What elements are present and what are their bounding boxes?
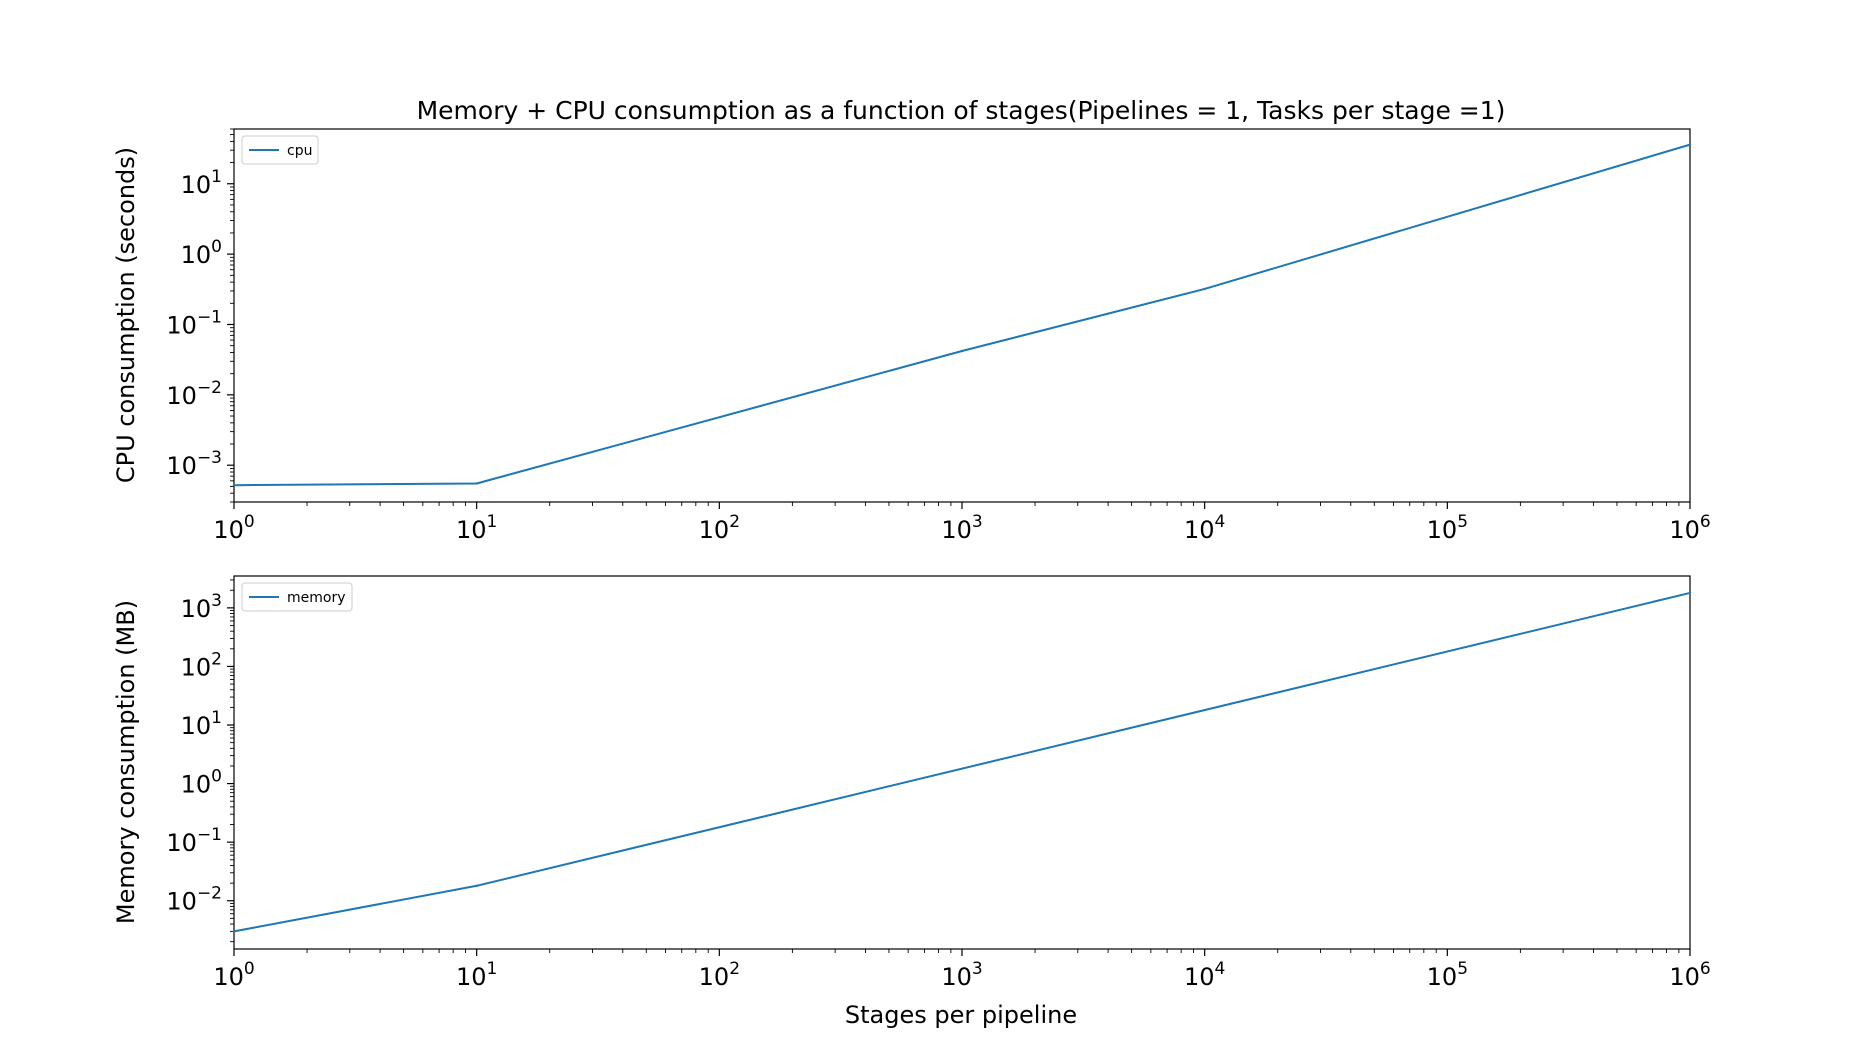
y-tick-label-exponent: 2 [211,649,222,669]
y-tick-label-exponent: 3 [211,591,222,611]
x-tick-label-base: 10 [699,963,730,991]
y-tick-label: 103 [181,591,222,623]
data-point-memory [232,930,236,933]
x-tick-label-exponent: 2 [729,512,740,532]
y-tick-label: 10−1 [166,307,222,339]
y-tick-label-exponent: −3 [197,448,222,468]
legend-label: memory [287,590,346,606]
data-point-memory [1688,591,1692,595]
data-point-cpu [1688,143,1692,146]
x-tick-label-base: 10 [1184,963,1215,991]
y-tick-label-base: 10 [166,311,197,339]
y-tick-label-base: 10 [166,888,197,916]
data-point-cpu [475,482,478,485]
y-tick-label-exponent: 1 [211,167,222,187]
x-tick-label-exponent: 6 [1700,959,1711,979]
y-tick-label: 102 [181,649,222,681]
x-tick-label: 102 [699,512,740,544]
y-tick-label: 10−2 [166,884,222,916]
y-tick-label-base: 10 [181,241,212,269]
x-tick-label: 105 [1427,959,1468,991]
y-tick-label: 101 [181,708,222,740]
data-point-cpu [232,483,236,487]
x-tick-label: 101 [456,512,497,544]
legend-label: cpu [287,143,312,159]
x-tick-label-exponent: 3 [972,512,983,532]
x-tick-label: 101 [456,959,497,991]
x-tick-label-base: 10 [1184,516,1215,544]
y-tick-label-base: 10 [181,653,212,681]
x-tick-label-exponent: 3 [972,959,983,979]
y-tick-label: 10−1 [166,825,222,857]
y-tick-label-base: 10 [181,712,212,740]
chart-title: Memory + CPU consumption as a function o… [417,96,1506,125]
y-tick-label: 10−2 [166,378,222,410]
x-tick-label: 100 [213,959,254,991]
x-tick-label: 104 [1184,512,1225,544]
x-tick-label-exponent: 4 [1215,512,1226,532]
x-tick-label-exponent: 5 [1457,959,1468,979]
x-tick-label-base: 10 [213,963,244,991]
x-tick-label-base: 10 [1427,516,1458,544]
x-tick-label-base: 10 [213,516,244,544]
legend-box [241,582,353,612]
x-tick-label-exponent: 0 [244,512,255,532]
data-point-cpu [1203,287,1206,291]
legend: cpu [241,135,319,165]
x-tick-label-exponent: 6 [1700,512,1711,532]
legend: memory [241,582,353,612]
x-tick-label-base: 10 [456,963,487,991]
y-tick-label-exponent: 1 [211,708,222,728]
x-tick-label: 106 [1669,959,1710,991]
x-tick-label-exponent: 1 [487,512,498,532]
data-point-cpu [960,349,964,353]
y-axis-label: CPU consumption (seconds) [112,147,140,483]
x-tick-label-base: 10 [1669,963,1700,991]
y-tick-label-base: 10 [166,452,197,480]
x-tick-label: 100 [213,512,254,544]
y-tick-label-exponent: −2 [197,884,222,904]
x-tick-label-base: 10 [1427,963,1458,991]
x-tick-label-exponent: 5 [1457,512,1468,532]
y-tick-label-exponent: −1 [197,307,222,327]
x-tick-label: 105 [1427,512,1468,544]
cpu-subplot: 100 101 102 103 104 105 10610−310−210−1100101C… [112,128,1711,544]
x-tick-label-exponent: 4 [1215,959,1226,979]
y-tick-label: 100 [181,237,222,269]
y-axis-label: Memory consumption (MB) [112,600,140,924]
x-tick-label: 104 [1184,959,1225,991]
x-tick-label-base: 10 [941,963,972,991]
x-tick-label-base: 10 [1669,516,1700,544]
x-tick-label: 102 [699,959,740,991]
x-tick-label: 103 [941,512,982,544]
y-tick-label-exponent: −2 [197,378,222,398]
y-tick-label-exponent: 0 [211,767,222,787]
legend-box [241,135,319,165]
x-tick-label-base: 10 [699,516,730,544]
y-tick-label-base: 10 [166,829,197,857]
y-tick-label-exponent: 0 [211,237,222,257]
memory-subplot: 100 101 102 103 104 105 10610−210−110010110210… [112,575,1711,991]
x-tick-label-exponent: 1 [487,959,498,979]
y-tick-label-base: 10 [166,382,197,410]
x-tick-label-base: 10 [456,516,487,544]
x-tick-label: 103 [941,959,982,991]
y-tick-label-base: 10 [181,171,212,199]
y-tick-label: 101 [181,167,222,199]
y-tick-label-exponent: −1 [197,825,222,845]
y-tick-label: 100 [181,767,222,799]
x-tick-label-base: 10 [941,516,972,544]
x-tick-label-exponent: 0 [244,959,255,979]
x-axis-label: Stages per pipeline [845,1001,1077,1029]
y-tick-label: 10−3 [166,448,222,480]
x-tick-label-exponent: 2 [729,959,740,979]
y-tick-label-base: 10 [181,771,212,799]
data-point-memory [475,884,478,887]
y-tick-label-base: 10 [181,595,212,623]
x-tick-label: 106 [1669,512,1710,544]
